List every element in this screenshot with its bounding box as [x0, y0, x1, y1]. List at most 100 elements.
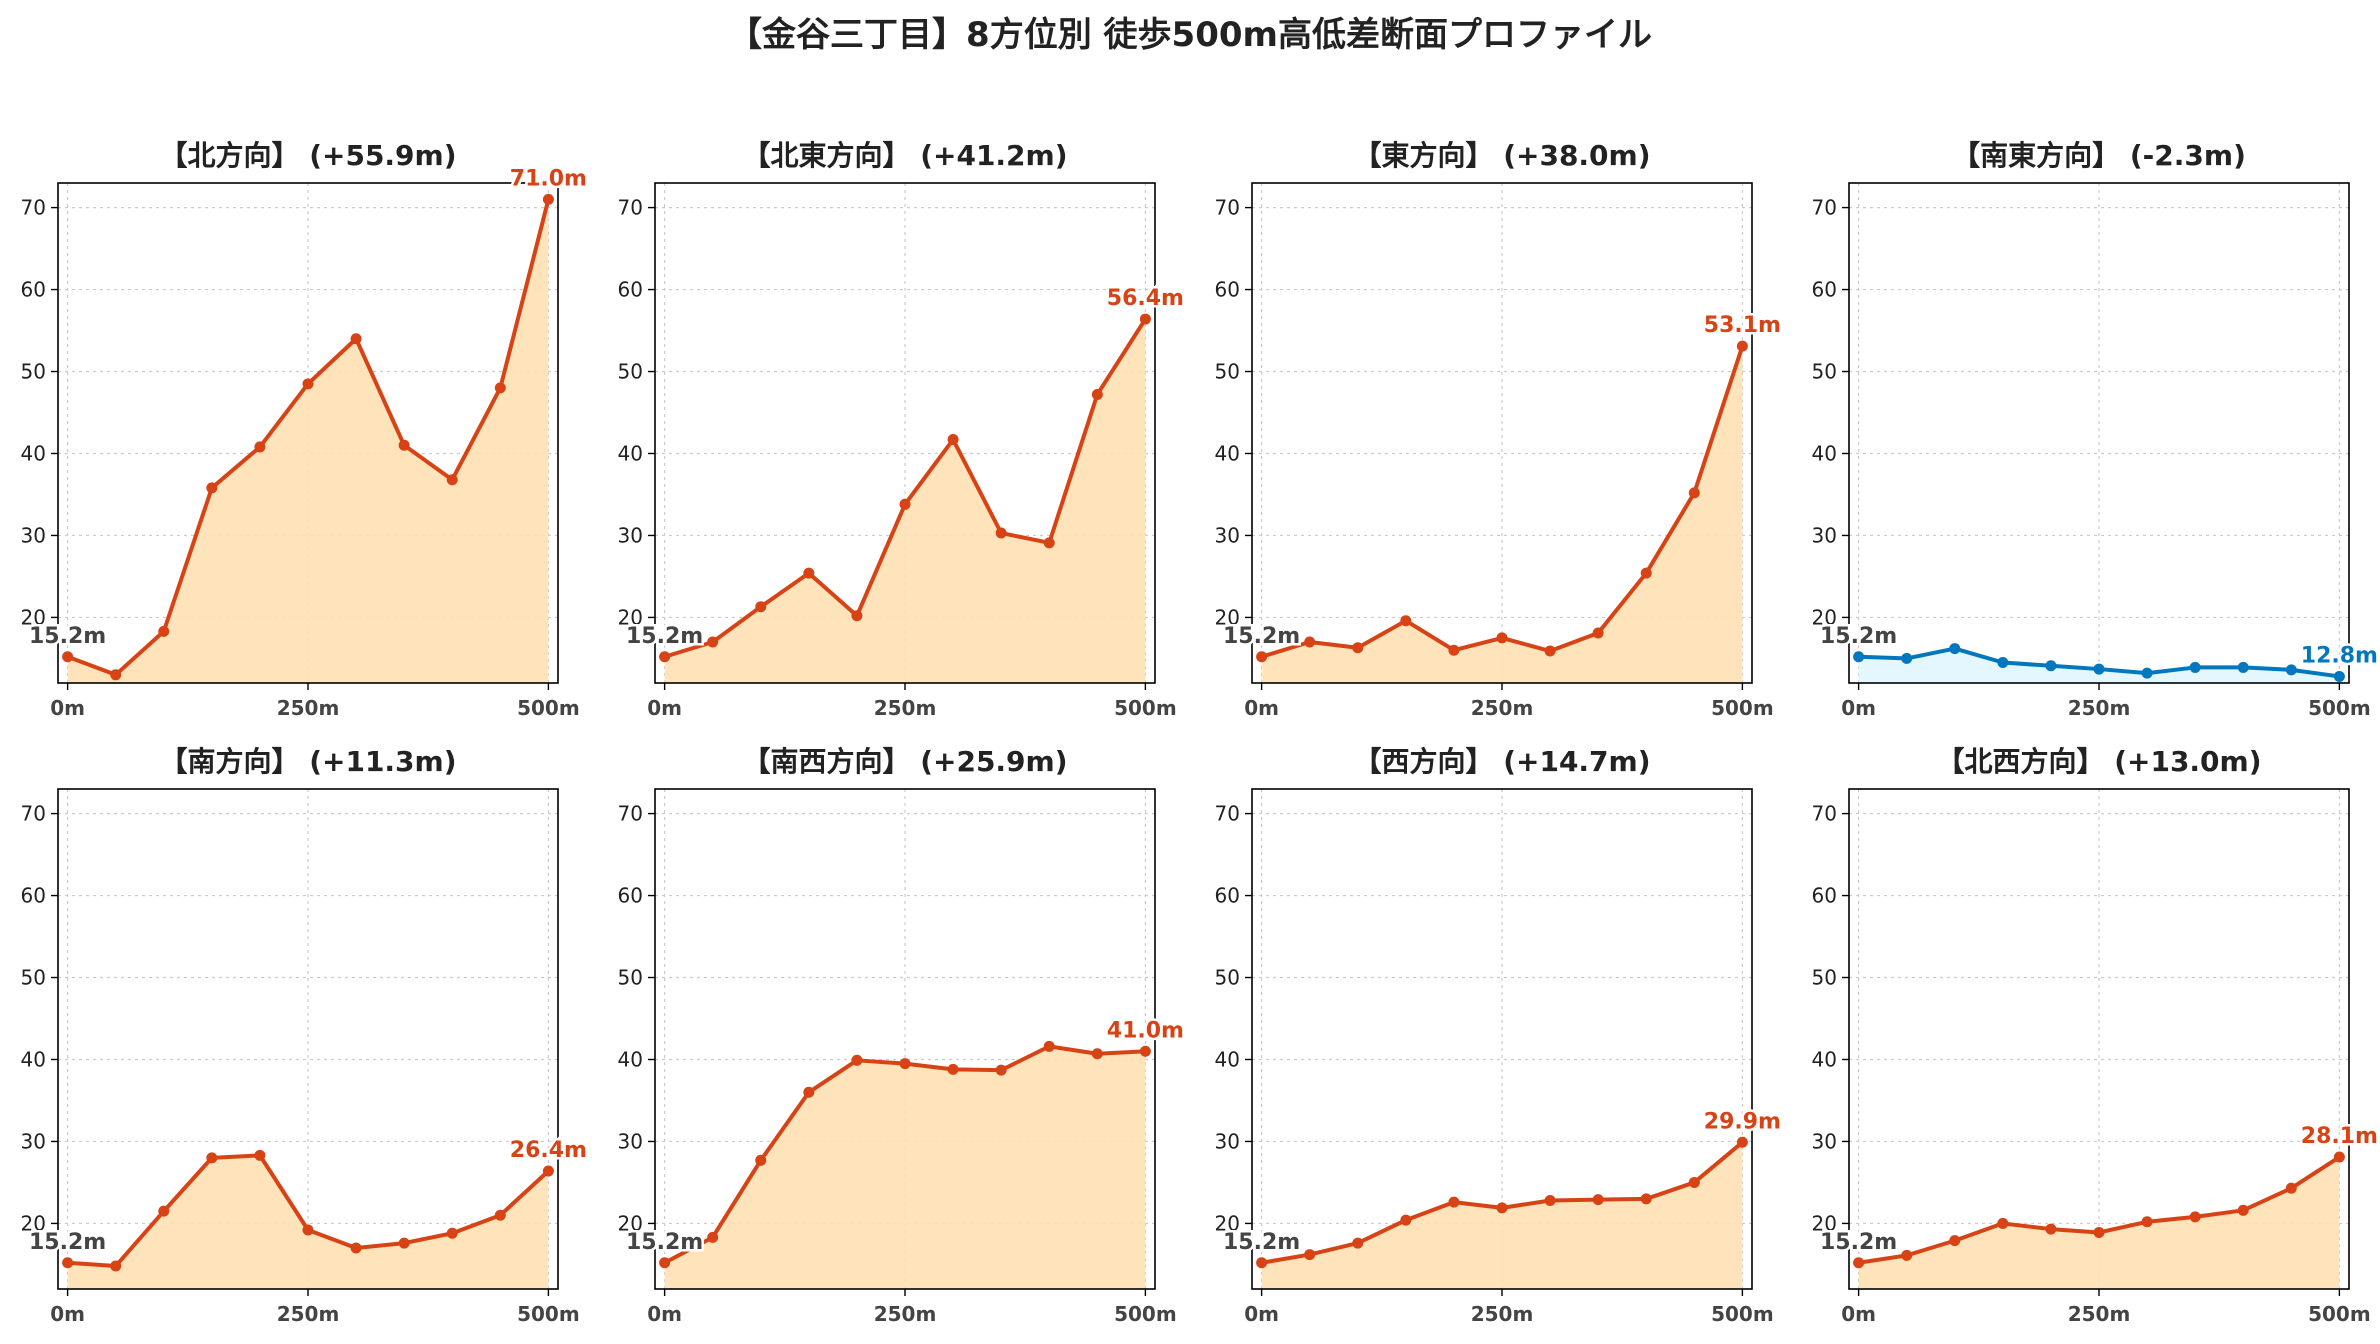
data-point: [1139, 1045, 1151, 1057]
data-point: [755, 601, 767, 613]
y-tick-label: 60: [1812, 278, 1837, 302]
elevation-area: [1858, 1157, 2340, 1289]
data-point: [1592, 627, 1604, 639]
data-point: [494, 1209, 506, 1221]
subplot-7: 【西方向】 (+14.7m) 20 30 40 50 60 70 0m 250m 500m 15.2…: [1215, 745, 1784, 1326]
y-tick-label: 30: [21, 1129, 46, 1153]
elevation-area: [67, 1155, 549, 1289]
data-point: [1043, 537, 1055, 549]
data-point: [1400, 615, 1412, 627]
data-point: [1853, 651, 1865, 663]
y-tick-label: 30: [1812, 1129, 1837, 1153]
data-point: [542, 193, 554, 205]
y-tick-label: 30: [1215, 1129, 1240, 1153]
data-point: [1997, 1217, 2009, 1229]
x-tick-label: 250m: [874, 696, 937, 720]
data-point: [1448, 1196, 1460, 1208]
data-point: [2141, 1216, 2153, 1228]
data-point: [542, 1165, 554, 1177]
y-tick-label: 50: [1812, 360, 1837, 384]
data-point: [995, 1064, 1007, 1076]
data-point: [1688, 1176, 1700, 1188]
x-tick-label: 250m: [874, 1302, 937, 1326]
elevation-area: [664, 1046, 1146, 1289]
start-elevation-label: 15.2m: [1223, 1230, 1300, 1255]
data-point: [110, 669, 122, 681]
data-point: [899, 1058, 911, 1070]
y-tick-label: 40: [21, 441, 46, 465]
subplot-4: 【南東方向】 (-2.3m) 20 30 40 50 60 70 0m 250m 500m 15.2…: [1812, 139, 2380, 720]
y-tick-label: 60: [618, 884, 643, 908]
y-tick-label: 50: [21, 966, 46, 990]
data-point: [2093, 1226, 2105, 1238]
subplot-title: 【北方向】 (+55.9m): [159, 139, 456, 172]
subplot-title: 【東方向】 (+38.0m): [1353, 139, 1650, 172]
data-point: [1256, 651, 1268, 663]
data-point: [1688, 487, 1700, 499]
data-point: [1736, 1136, 1748, 1148]
x-tick-label: 500m: [2308, 696, 2371, 720]
x-tick-label: 500m: [1711, 1302, 1774, 1326]
data-point: [1997, 657, 2009, 669]
data-point: [1304, 636, 1316, 648]
x-tick-label: 500m: [2308, 1302, 2371, 1326]
y-tick-label: 50: [1215, 360, 1240, 384]
elevation-area: [67, 199, 549, 684]
start-elevation-label: 15.2m: [626, 1230, 703, 1255]
x-tick-label: 500m: [1711, 696, 1774, 720]
y-tick-label: 70: [1215, 802, 1240, 826]
plot-frame: [1848, 182, 2350, 684]
figure-title: 【金谷三丁目】8方位別 徒歩500m高低差断面プロファイル: [728, 15, 1652, 55]
y-tick-label: 20: [1812, 605, 1837, 629]
y-tick-label: 40: [21, 1047, 46, 1071]
y-tick-label: 30: [21, 523, 46, 547]
y-tick-label: 60: [21, 884, 46, 908]
data-point: [302, 1224, 314, 1236]
y-tick-label: 70: [21, 802, 46, 826]
data-point: [1949, 643, 1961, 655]
start-elevation-label: 15.2m: [29, 1230, 106, 1255]
data-point: [899, 498, 911, 510]
data-point: [947, 1063, 959, 1075]
data-point: [446, 474, 458, 486]
data-point: [398, 1237, 410, 1249]
data-point: [1901, 1249, 1913, 1261]
data-point: [2237, 661, 2249, 673]
x-tick-label: 0m: [1244, 1302, 1279, 1326]
data-point: [2285, 1182, 2297, 1194]
data-point: [2189, 661, 2201, 673]
end-elevation-label: 41.0m: [1107, 1018, 1184, 1043]
data-point: [803, 567, 815, 579]
x-tick-label: 250m: [1471, 696, 1534, 720]
end-elevation-label: 56.4m: [1107, 286, 1184, 311]
end-elevation-label: 71.0m: [510, 166, 587, 191]
data-point: [659, 651, 671, 663]
y-tick-label: 20: [618, 1211, 643, 1235]
data-point: [398, 439, 410, 451]
y-tick-label: 50: [618, 966, 643, 990]
data-point: [947, 434, 959, 446]
y-tick-label: 30: [1812, 523, 1837, 547]
y-tick-label: 60: [1215, 278, 1240, 302]
data-point: [62, 651, 74, 663]
data-point: [851, 1054, 863, 1066]
data-point: [206, 482, 218, 494]
data-point: [995, 527, 1007, 539]
y-tick-label: 30: [1215, 523, 1240, 547]
subplot-title: 【南東方向】 (-2.3m): [1952, 139, 2246, 172]
data-point: [1448, 644, 1460, 656]
x-tick-label: 0m: [50, 1302, 85, 1326]
subplot-1: 【北方向】 (+55.9m) 20 30 40 50 60 70 0m 250m 500m 15.2…: [21, 139, 590, 720]
y-tick-label: 50: [618, 360, 643, 384]
x-tick-label: 500m: [1114, 696, 1177, 720]
data-point: [302, 378, 314, 390]
x-tick-label: 0m: [50, 696, 85, 720]
subplot-title: 【北東方向】 (+41.2m): [742, 139, 1067, 172]
end-elevation-label: 26.4m: [510, 1138, 587, 1163]
subplot-title: 【南西方向】 (+25.9m): [742, 745, 1067, 778]
y-tick-label: 50: [21, 360, 46, 384]
data-point: [2093, 663, 2105, 675]
plot-frame: [57, 788, 559, 1290]
